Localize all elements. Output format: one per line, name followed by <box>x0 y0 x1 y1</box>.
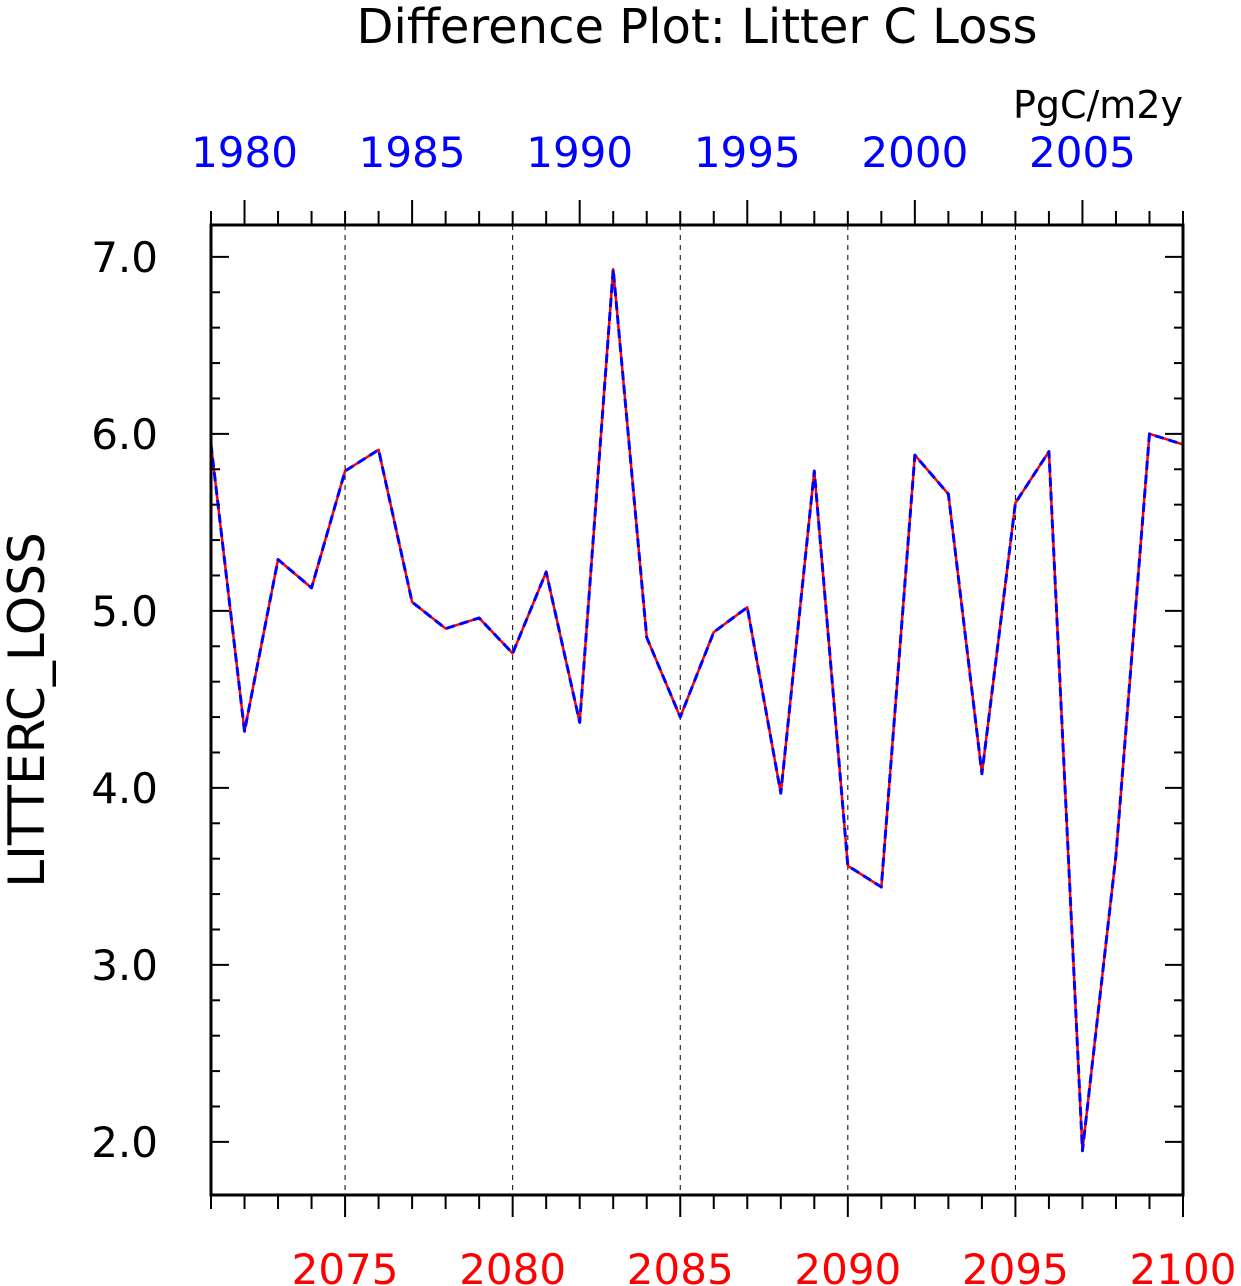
bottom-tick-label-4: 2095 <box>962 1245 1069 1286</box>
bottom-tick-label-1: 2080 <box>459 1245 566 1286</box>
plot-frame <box>209 223 1185 1197</box>
axes-layer: 2.0 3.0 4.0 5.0 6.0 7.0 2075 2080 2085 2090 2095 21… <box>91 128 1236 1286</box>
top-tick-label-3: 1995 <box>694 128 801 177</box>
y-tick-label-0: 2.0 <box>91 1118 158 1167</box>
chart-units: PgC/m2y <box>1013 83 1183 127</box>
y-axis-label: LITTERC_LOSS <box>0 532 56 887</box>
grid-lines <box>344 225 1016 1195</box>
top-tick-label-2: 1990 <box>526 128 633 177</box>
y-tick-label-2: 4.0 <box>91 764 158 813</box>
y-tick-label-5: 7.0 <box>91 233 158 282</box>
bottom-tick-label-0: 2075 <box>292 1245 399 1286</box>
bottom-tick-label-2: 2085 <box>627 1245 734 1286</box>
top-tick-label-5: 2005 <box>1029 128 1136 177</box>
y-tick-label-1: 3.0 <box>91 941 158 990</box>
series-line-0 <box>209 268 1184 1152</box>
bottom-tick-label-3: 2090 <box>794 1245 901 1286</box>
y-tick-label-3: 5.0 <box>91 587 158 636</box>
top-tick-label-4: 2000 <box>861 128 968 177</box>
series-layer <box>209 267 1184 1153</box>
series-line-1 <box>209 267 1184 1153</box>
top-tick-label-0: 1980 <box>191 128 298 177</box>
y-tick-label-4: 6.0 <box>91 410 158 459</box>
chart-title: Difference Plot: Litter C Loss <box>357 0 1038 55</box>
top-tick-label-1: 1985 <box>359 128 466 177</box>
bottom-tick-label-5: 2100 <box>1130 1245 1237 1286</box>
